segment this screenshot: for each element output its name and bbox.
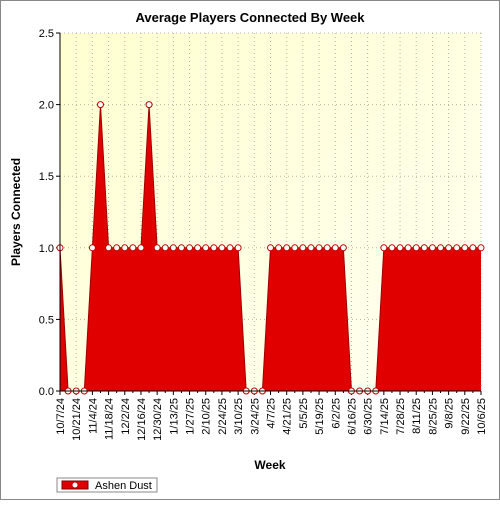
marker: [194, 244, 202, 252]
y-tick-label: 2.0: [39, 100, 54, 112]
marker: [129, 244, 137, 252]
marker: [339, 244, 347, 252]
marker: [234, 244, 242, 252]
x-tick-label: 7/14/25: [379, 398, 391, 435]
marker: [477, 244, 485, 252]
marker: [461, 244, 469, 252]
marker: [445, 244, 453, 252]
x-tick-label: 10/21/24: [71, 398, 83, 441]
chart-title: Average Players Connected By Week: [135, 10, 365, 25]
marker: [396, 244, 404, 252]
x-tick-label: 12/30/24: [152, 398, 164, 441]
marker: [299, 244, 307, 252]
x-tick-label: 3/10/25: [233, 398, 245, 435]
x-tick-label: 2/10/25: [201, 398, 213, 435]
marker: [331, 244, 339, 252]
marker: [291, 244, 299, 252]
y-tick-label: 1.0: [39, 243, 54, 255]
marker: [161, 244, 169, 252]
x-tick-label: 12/2/24: [120, 398, 132, 435]
marker: [177, 244, 185, 252]
marker: [210, 244, 218, 252]
marker: [137, 244, 145, 252]
marker: [96, 101, 104, 109]
marker: [437, 244, 445, 252]
x-tick-label: 4/21/25: [282, 398, 294, 435]
x-tick-label: 5/19/25: [314, 398, 326, 435]
x-tick-label: 9/22/25: [460, 398, 472, 435]
marker: [275, 244, 283, 252]
marker: [315, 244, 323, 252]
area: [60, 104, 481, 391]
marker: [105, 244, 113, 252]
x-tick-label: 10/6/25: [476, 398, 488, 435]
marker: [218, 244, 226, 252]
x-tick-label: 1/13/25: [168, 398, 180, 435]
x-tick-label: 2/24/25: [217, 398, 229, 435]
x-tick-label: 7/28/25: [395, 398, 407, 435]
x-tick-label: 5/5/25: [298, 398, 310, 429]
x-tick-label: 6/16/25: [346, 398, 358, 435]
marker: [113, 244, 121, 252]
y-axis-label: Players Connected: [9, 158, 23, 266]
marker: [428, 244, 436, 252]
x-tick-label: 8/11/25: [411, 398, 423, 434]
y-tick-label: 0.5: [39, 314, 54, 326]
marker: [469, 244, 477, 252]
x-tick-label: 4/7/25: [266, 398, 278, 429]
x-tick-label: 6/2/25: [330, 398, 342, 429]
marker: [380, 244, 388, 252]
y-tick-label: 0.0: [39, 386, 54, 398]
legend-label: Ashen Dust: [95, 480, 152, 492]
x-tick-label: 1/27/25: [185, 398, 197, 435]
marker: [153, 244, 161, 252]
marker: [121, 244, 129, 252]
marker: [323, 244, 331, 252]
x-tick-label: 11/4/24: [87, 398, 99, 434]
y-tick-label: 1.5: [39, 171, 54, 183]
marker: [145, 101, 153, 109]
x-tick-label: 6/30/25: [363, 398, 375, 435]
marker: [388, 244, 396, 252]
marker: [169, 244, 177, 252]
x-tick-label: 11/18/24: [104, 398, 116, 440]
marker: [404, 244, 412, 252]
marker: [307, 244, 315, 252]
x-tick-label: 10/7/24: [55, 398, 67, 435]
marker: [202, 244, 210, 252]
marker: [453, 244, 461, 252]
x-tick-label: 8/25/25: [427, 398, 439, 435]
marker: [226, 244, 234, 252]
y-tick-label: 2.5: [39, 28, 54, 40]
marker: [283, 244, 291, 252]
marker: [88, 244, 96, 252]
x-tick-label: 3/24/25: [249, 398, 261, 435]
legend-marker: [71, 481, 79, 489]
marker: [420, 244, 428, 252]
marker: [412, 244, 420, 252]
x-tick-label: 12/16/24: [136, 398, 148, 441]
marker: [186, 244, 194, 252]
marker: [267, 244, 274, 252]
x-axis-label: Week: [254, 458, 285, 472]
x-tick-label: 9/8/25: [444, 398, 456, 429]
